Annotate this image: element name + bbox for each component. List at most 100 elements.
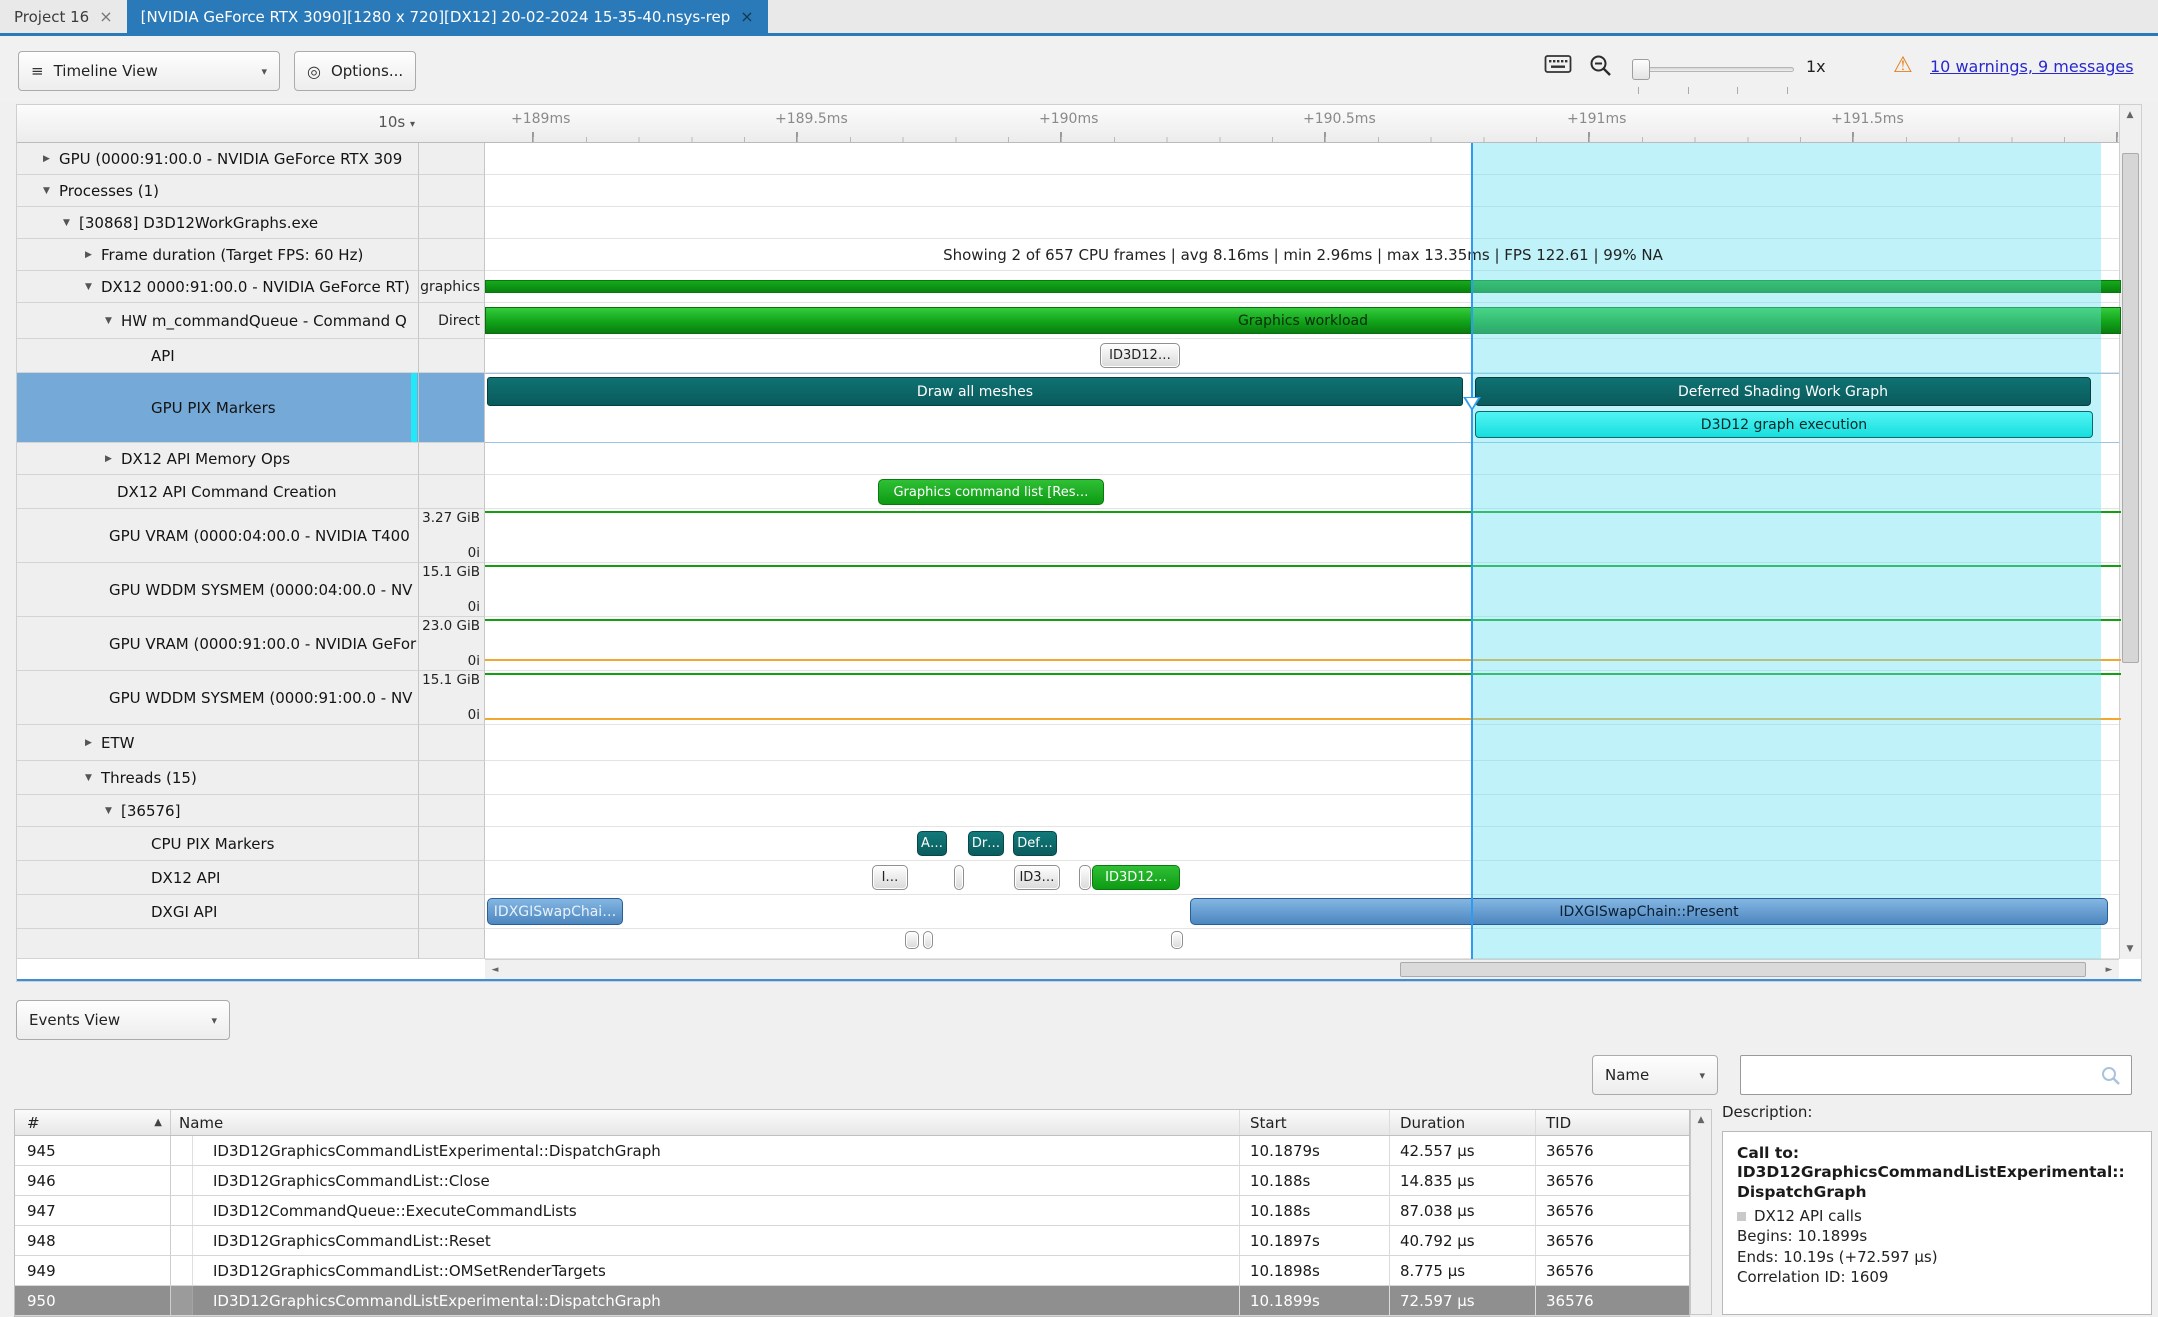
event-row[interactable]: 945 ID3D12GraphicsCommandListExperimenta… bbox=[15, 1136, 1689, 1166]
timeline-row-etw[interactable]: ▶ETW bbox=[17, 725, 2121, 761]
scroll-down-icon[interactable]: ▼ bbox=[2120, 939, 2140, 959]
close-icon[interactable]: × bbox=[99, 7, 112, 26]
expander-expanded-icon[interactable]: ▼ bbox=[105, 806, 121, 816]
vertical-scrollbar-thumb[interactable] bbox=[2122, 153, 2139, 663]
timeline-cursor-marker[interactable] bbox=[1463, 397, 1481, 411]
cpu-pix-marker-chip[interactable]: A… bbox=[917, 831, 947, 856]
zoom-slider-track[interactable] bbox=[1632, 67, 1794, 72]
expander-expanded-icon[interactable]: ▼ bbox=[63, 218, 79, 228]
timeline-row-sysmem-t400[interactable]: GPU WDDM SYSMEM (0000:04:00.0 - NV 15.1 … bbox=[17, 563, 2121, 617]
dx12-dispatchgraph-chip[interactable]: ID3D12… bbox=[1092, 865, 1180, 890]
scroll-left-icon[interactable]: ◄ bbox=[485, 960, 505, 980]
timeline-row-api[interactable]: API ID3D12… bbox=[17, 339, 2121, 373]
column-header-duration[interactable]: Duration bbox=[1389, 1110, 1535, 1135]
row-label-cell[interactable]: CPU PIX Markers bbox=[17, 827, 419, 861]
timeline-row-gpu-pix-markers[interactable]: GPU PIX Markers Draw all meshes Deferred… bbox=[17, 373, 2121, 443]
row-label-cell[interactable]: ▶Frame duration (Target FPS: 60 Hz) bbox=[17, 239, 419, 271]
d3d12-graph-execution-bar[interactable]: D3D12 graph execution bbox=[1475, 411, 2093, 438]
row-label-cell[interactable]: ▶ETW bbox=[17, 725, 419, 761]
keyboard-shortcuts-icon[interactable] bbox=[1544, 53, 1572, 79]
timeline-row-cpu-pix-markers[interactable]: CPU PIX Markers A… Dr… Def… bbox=[17, 827, 2121, 861]
row-label-cell[interactable]: GPU WDDM SYSMEM (0000:91:00.0 - NV bbox=[17, 671, 419, 725]
scroll-up-icon[interactable]: ▲ bbox=[1691, 1110, 1711, 1130]
swapchain-present-chip[interactable]: IDXGISwapChai… bbox=[487, 898, 623, 925]
row-label-cell[interactable]: GPU VRAM (0000:04:00.0 - NVIDIA T400 bbox=[17, 509, 419, 563]
row-label-cell[interactable]: GPU WDDM SYSMEM (0000:04:00.0 - NV bbox=[17, 563, 419, 617]
dx12-api-call-chip[interactable]: I… bbox=[872, 865, 908, 890]
api-call-chip[interactable] bbox=[1171, 931, 1183, 949]
row-label-cell[interactable]: DX12 API Command Creation bbox=[17, 475, 419, 509]
timeline-row-dx12-device[interactable]: ▼DX12 0000:91:00.0 - NVIDIA GeForce RT) … bbox=[17, 271, 2121, 303]
column-header-tid[interactable]: TID bbox=[1535, 1110, 1689, 1135]
timeline-ruler[interactable]: 10s ▾ +189ms +189.5ms +190ms +190.5ms +1… bbox=[17, 105, 2121, 143]
row-label-cell[interactable]: ▶GPU (0000:91:00.0 - NVIDIA GeForce RTX … bbox=[17, 143, 419, 175]
timeline-vertical-scrollbar[interactable]: ▲ ▼ bbox=[2119, 105, 2141, 959]
column-header-start[interactable]: Start bbox=[1239, 1110, 1389, 1135]
timeline-row-vram-t400[interactable]: GPU VRAM (0000:04:00.0 - NVIDIA T400 3.2… bbox=[17, 509, 2121, 563]
tab-project[interactable]: Project 16 × bbox=[0, 0, 127, 33]
event-row[interactable]: 947 ID3D12CommandQueue::ExecuteCommandLi… bbox=[15, 1196, 1689, 1226]
expander-expanded-icon[interactable]: ▼ bbox=[85, 282, 101, 292]
row-label-cell[interactable]: ▼[36576] bbox=[17, 795, 419, 827]
timeline-row-thread-36576[interactable]: ▼[36576] bbox=[17, 795, 2121, 827]
expander-collapsed-icon[interactable]: ▶ bbox=[43, 154, 59, 164]
options-button[interactable]: ◎ Options... bbox=[294, 51, 416, 91]
event-row[interactable]: 948 ID3D12GraphicsCommandList::Reset 10.… bbox=[15, 1226, 1689, 1256]
gpu-graphics-activity-bar[interactable] bbox=[485, 280, 2121, 293]
timeline-row-gpu[interactable]: ▶GPU (0000:91:00.0 - NVIDIA GeForce RTX … bbox=[17, 143, 2121, 175]
row-label-cell[interactable]: ▼[30868] D3D12WorkGraphs.exe bbox=[17, 207, 419, 239]
timeline-row-frame-duration[interactable]: ▶Frame duration (Target FPS: 60 Hz) Show… bbox=[17, 239, 2121, 271]
timeline-row-dxgi-api[interactable]: DXGI API IDXGISwapChai… IDXGISwapChain::… bbox=[17, 895, 2121, 929]
column-header-name[interactable]: Name bbox=[171, 1110, 1239, 1135]
events-view-selector[interactable]: Events View ▾ bbox=[16, 1000, 230, 1040]
scroll-up-icon[interactable]: ▲ bbox=[2120, 105, 2140, 125]
close-icon[interactable]: × bbox=[740, 7, 753, 26]
event-row-selected[interactable]: 950 ID3D12GraphicsCommandListExperimenta… bbox=[15, 1286, 1689, 1316]
ruler-scale-selector[interactable]: 10s ▾ bbox=[335, 113, 415, 131]
row-label-cell[interactable]: ▼Threads (15) bbox=[17, 761, 419, 795]
swapchain-present-bar[interactable]: IDXGISwapChain::Present bbox=[1190, 898, 2108, 925]
timeline-view-selector[interactable]: ≡ Timeline View ▾ bbox=[18, 51, 280, 91]
row-label-cell[interactable]: GPU PIX Markers bbox=[17, 373, 419, 443]
row-label-cell[interactable]: DXGI API bbox=[17, 895, 419, 929]
zoom-out-icon[interactable] bbox=[1588, 53, 1614, 83]
cpu-pix-marker-chip[interactable]: Def… bbox=[1013, 831, 1057, 856]
timeline-horizontal-scrollbar[interactable]: ◄ ► bbox=[485, 959, 2119, 979]
expander-collapsed-icon[interactable]: ▶ bbox=[85, 738, 101, 748]
row-label-cell[interactable]: ▼HW m_commandQueue - Command Q bbox=[17, 303, 419, 339]
timeline-row-processes[interactable]: ▼Processes (1) bbox=[17, 175, 2121, 207]
dx12-api-call-chip[interactable] bbox=[1079, 865, 1091, 890]
event-row[interactable]: 949 ID3D12GraphicsCommandList::OMSetRend… bbox=[15, 1256, 1689, 1286]
expander-expanded-icon[interactable]: ▼ bbox=[105, 316, 121, 326]
cpu-pix-marker-chip[interactable]: Dr… bbox=[968, 831, 1004, 856]
expander-collapsed-icon[interactable]: ▶ bbox=[105, 454, 121, 464]
tab-report[interactable]: [NVIDIA GeForce RTX 3090][1280 x 720][DX… bbox=[127, 0, 768, 33]
expander-expanded-icon[interactable]: ▼ bbox=[43, 186, 59, 196]
draw-all-meshes-bar[interactable]: Draw all meshes bbox=[487, 377, 1463, 406]
timeline-row-partial[interactable] bbox=[17, 929, 2121, 959]
warnings-messages-link[interactable]: 10 warnings, 9 messages bbox=[1930, 57, 2134, 76]
graphics-command-list-chip[interactable]: Graphics command list [Res… bbox=[878, 479, 1104, 505]
timeline-row-memory-ops[interactable]: ▶DX12 API Memory Ops bbox=[17, 443, 2121, 475]
row-label-cell[interactable]: ▼Processes (1) bbox=[17, 175, 419, 207]
horizontal-scrollbar-thumb[interactable] bbox=[1400, 962, 2086, 977]
filter-column-selector[interactable]: Name ▾ bbox=[1592, 1055, 1718, 1095]
row-label-cell[interactable]: DX12 API bbox=[17, 861, 419, 895]
row-label-cell[interactable] bbox=[17, 929, 419, 959]
api-call-chip[interactable] bbox=[905, 931, 919, 949]
timeline-row-process-exe[interactable]: ▼[30868] D3D12WorkGraphs.exe bbox=[17, 207, 2121, 239]
row-label-cell[interactable]: ▼DX12 0000:91:00.0 - NVIDIA GeForce RT) bbox=[17, 271, 419, 303]
timeline-row-hw-command-queue[interactable]: ▼HW m_commandQueue - Command Q Direct Gr… bbox=[17, 303, 2121, 339]
api-call-chip[interactable] bbox=[923, 931, 933, 949]
event-row[interactable]: 946 ID3D12GraphicsCommandList::Close 10.… bbox=[15, 1166, 1689, 1196]
api-call-chip[interactable]: ID3D12… bbox=[1100, 343, 1180, 368]
timeline-row-command-creation[interactable]: DX12 API Command Creation Graphics comma… bbox=[17, 475, 2121, 509]
row-label-cell[interactable]: API bbox=[17, 339, 419, 373]
row-label-cell[interactable]: GPU VRAM (0000:91:00.0 - NVIDIA GeFor bbox=[17, 617, 419, 671]
events-vertical-scrollbar[interactable]: ▲ bbox=[1690, 1109, 1712, 1315]
expander-expanded-icon[interactable]: ▼ bbox=[85, 773, 101, 783]
row-label-cell[interactable]: ▶DX12 API Memory Ops bbox=[17, 443, 419, 475]
timeline-row-threads[interactable]: ▼Threads (15) bbox=[17, 761, 2121, 795]
dx12-api-call-chip[interactable]: ID3… bbox=[1014, 865, 1060, 890]
timeline-row-dx12-api[interactable]: DX12 API I… ID3… ID3D12… bbox=[17, 861, 2121, 895]
